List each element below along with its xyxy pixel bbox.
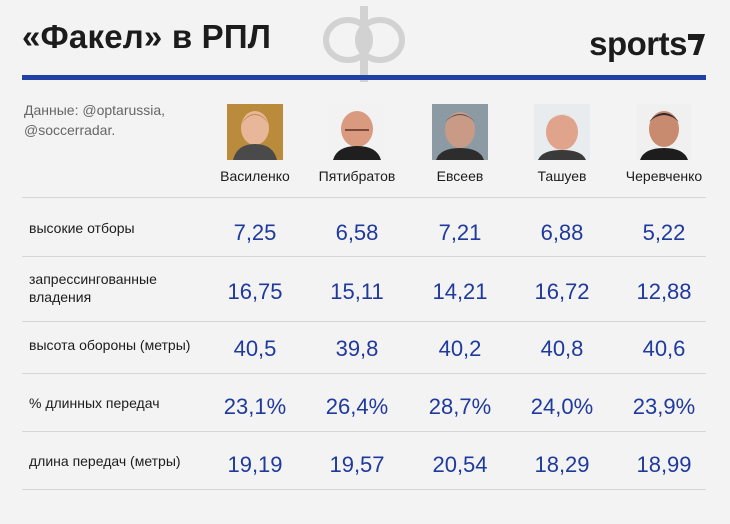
- page-title: «Факел» в РПЛ: [22, 18, 272, 55]
- metric-label: высота обороны (метры): [29, 337, 191, 353]
- header-divider: [22, 75, 706, 80]
- coach-name: Ташуев: [537, 168, 587, 184]
- metric-value: 19,57: [329, 452, 385, 477]
- table-row: высокие отборы 7,25 6,58 7,21 6,88 5,22: [22, 198, 706, 256]
- coach-cherevchenko: Черевченко: [609, 104, 719, 184]
- metric-value: 7,25: [233, 220, 277, 245]
- metric-label: высокие отборы: [29, 220, 135, 236]
- table-row: высота обороны (метры) 40,5 39,8 40,2 40…: [22, 322, 706, 373]
- slash-icon: [688, 34, 705, 55]
- metric-value: 19,19: [227, 452, 283, 477]
- metric-value: 5,22: [642, 220, 686, 245]
- metric-value: 18,29: [534, 452, 590, 477]
- table-row: запрессингованные владения 16,75 15,11 1…: [22, 257, 706, 321]
- club-logo-watermark: [323, 6, 405, 82]
- metric-value: 6,58: [335, 220, 379, 245]
- coach-photo-icon: [227, 104, 283, 160]
- metric-label: запрессингованные владения: [29, 271, 157, 305]
- metric-value: 6,88: [540, 220, 584, 245]
- metric-value: 40,2: [438, 336, 482, 361]
- coach-pyatibratov: Пятибратов: [302, 104, 412, 184]
- metric-value: 16,75: [227, 279, 283, 304]
- sports-logo: sports: [589, 25, 706, 63]
- metric-value: 40,6: [642, 336, 686, 361]
- coach-photo-icon: [534, 104, 590, 160]
- metric-value: 40,5: [233, 336, 277, 361]
- metric-value: 24,0%: [530, 394, 594, 419]
- metric-value: 7,21: [438, 220, 482, 245]
- coach-vasilenko: Василенко: [200, 104, 310, 184]
- row-divider: [22, 321, 706, 322]
- coach-tashuev: Ташуев: [507, 104, 617, 184]
- row-divider: [22, 373, 706, 374]
- coach-evseev: Евсеев: [405, 104, 515, 184]
- coach-name: Василенко: [220, 168, 290, 184]
- metric-value: 14,21: [432, 279, 488, 304]
- metric-label: % длинных передач: [29, 395, 160, 411]
- row-divider: [22, 431, 706, 432]
- row-divider: [22, 489, 706, 490]
- metric-value: 23,1%: [223, 394, 287, 419]
- brand-label: sports: [589, 25, 687, 62]
- metric-value: 15,11: [330, 279, 384, 304]
- coach-name: Черевченко: [625, 168, 703, 184]
- data-source: Данные: @optarussia, @soccerradar.: [24, 102, 166, 138]
- metric-value: 28,7%: [428, 394, 492, 419]
- metric-value: 26,4%: [325, 394, 389, 419]
- metric-value: 23,9%: [632, 394, 696, 419]
- row-divider: [22, 256, 706, 257]
- metric-value: 12,88: [636, 279, 692, 304]
- metric-value: 40,8: [540, 336, 584, 361]
- coach-name: Евсеев: [436, 168, 484, 184]
- coach-photo-icon: [432, 104, 488, 160]
- metric-label: длина передач (метры): [29, 453, 181, 469]
- coach-photo-icon: [329, 104, 385, 160]
- metric-value: 16,72: [534, 279, 590, 304]
- table-row: % длинных передач 23,1% 26,4% 28,7% 24,0…: [22, 374, 706, 431]
- metric-value: 39,8: [335, 336, 379, 361]
- metric-value: 18,99: [636, 452, 692, 477]
- metric-value: 20,54: [432, 452, 488, 477]
- coach-name: Пятибратов: [318, 168, 396, 184]
- row-divider: [22, 197, 706, 198]
- table-row: длина передач (метры) 19,19 19,57 20,54 …: [22, 432, 706, 489]
- coach-photo-icon: [636, 104, 692, 160]
